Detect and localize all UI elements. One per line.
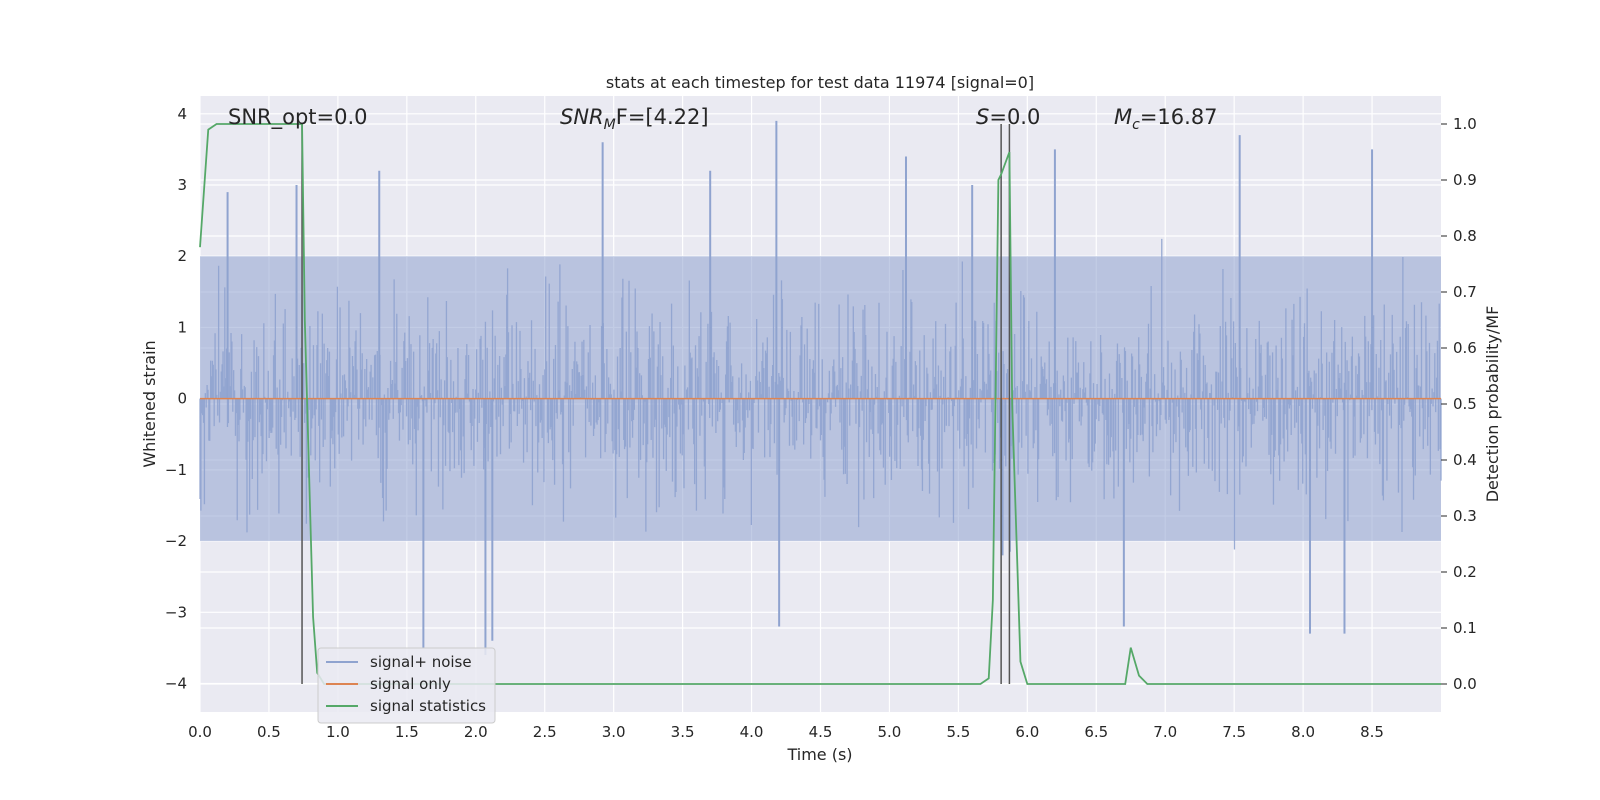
x-tick-labels: 0.0 0.5 1.0 1.5 2.0 2.5 3.0 3.5 4.0 4.5 5.0 5.5 6.0 6… xyxy=(188,723,1384,741)
legend-label-signal-statistics: signal statistics xyxy=(370,697,486,715)
legend-box xyxy=(317,647,496,724)
annotation-s-tail: =0.0 xyxy=(989,105,1040,129)
annotation-s: S=0.0 xyxy=(976,105,1040,129)
annotation-mc-sub: c xyxy=(1132,117,1140,133)
annotation-mc: Mc=16.87 xyxy=(1114,105,1218,133)
legend: signal+ noise signal only signal statist… xyxy=(317,647,496,724)
y-tick-label-3: 1 xyxy=(177,318,187,336)
x-tick-label-4: 2.0 xyxy=(464,723,488,741)
legend-label-signal-noise: signal+ noise xyxy=(370,653,472,671)
x-tick-label-12: 6.0 xyxy=(1015,723,1039,741)
x-tick-label-1: 0.5 xyxy=(257,723,281,741)
y-tick-label-7: −3 xyxy=(165,603,187,621)
y2-tick-label-0: 1.0 xyxy=(1453,115,1477,133)
annotation-snr-mf-main: SNR xyxy=(560,105,604,129)
y2-tick-label-7: 0.3 xyxy=(1453,507,1477,525)
y2-tick-label-5: 0.5 xyxy=(1453,395,1477,413)
y2-tick-label-10: 0.0 xyxy=(1453,675,1477,693)
x-tick-label-9: 4.5 xyxy=(809,723,833,741)
y2-tick-label-9: 0.1 xyxy=(1453,619,1477,637)
y-tick-label-1: 3 xyxy=(177,176,187,194)
annotation-mc-tail: =16.87 xyxy=(1140,105,1218,129)
y2-tick-label-3: 0.7 xyxy=(1453,283,1477,301)
x-tick-label-11: 5.5 xyxy=(946,723,970,741)
x-tick-label-14: 7.0 xyxy=(1153,723,1177,741)
x-tick-label-17: 8.5 xyxy=(1360,723,1384,741)
x-tick-label-8: 4.0 xyxy=(740,723,764,741)
x-tick-label-10: 5.0 xyxy=(878,723,902,741)
y-tick-label-8: −4 xyxy=(165,675,187,693)
annotation-s-main: S xyxy=(976,105,989,129)
annotation-snr-mf: SNRMF=[4.22] xyxy=(560,105,709,133)
y2-tick-label-2: 0.8 xyxy=(1453,227,1477,245)
annotation-mc-main: M xyxy=(1114,105,1132,129)
legend-label-signal-only: signal only xyxy=(370,675,451,693)
x-tick-label-3: 1.5 xyxy=(395,723,419,741)
y-tick-label-2: 2 xyxy=(177,247,187,265)
x-tick-label-2: 1.0 xyxy=(326,723,350,741)
annotation-snr-opt: SNR_opt=0.0 xyxy=(228,105,368,130)
y-tick-label-0: 4 xyxy=(177,105,187,123)
y-tick-label-6: −2 xyxy=(165,532,187,550)
y-tick-label-4: 0 xyxy=(177,390,187,408)
annotation-snr-mf-sub: M xyxy=(604,117,616,133)
x-tick-label-13: 6.5 xyxy=(1084,723,1108,741)
chart-title: stats at each timestep for test data 119… xyxy=(606,73,1034,92)
x-tick-label-15: 7.5 xyxy=(1222,723,1246,741)
x-tick-label-7: 3.5 xyxy=(671,723,695,741)
x-tick-label-6: 3.0 xyxy=(602,723,626,741)
y2-tick-labels: 1.0 0.9 0.8 0.7 0.6 0.5 0.4 0.3 0.2 0.1 0.0 xyxy=(1441,115,1477,693)
y2-tick-label-1: 0.9 xyxy=(1453,171,1477,189)
x-axis-label: Time (s) xyxy=(786,745,852,764)
y-axis-label: Whitened strain xyxy=(140,340,159,467)
x-tick-label-0: 0.0 xyxy=(188,723,212,741)
y2-tick-label-4: 0.6 xyxy=(1453,339,1477,357)
series-signal-statistics-line xyxy=(199,123,1441,685)
y-tick-labels: 4 3 2 1 0 −1 −2 −3 −4 xyxy=(165,105,187,693)
y2-tick-label-6: 0.4 xyxy=(1453,451,1477,469)
x-tick-label-16: 8.0 xyxy=(1291,723,1315,741)
y2-axis-label: Detection probability/MF xyxy=(1483,306,1502,503)
x-tick-label-5: 2.5 xyxy=(533,723,557,741)
y2-tick-label-8: 0.2 xyxy=(1453,563,1477,581)
y-tick-label-5: −1 xyxy=(165,461,187,479)
annotation-snr-mf-tail: F=[4.22] xyxy=(616,105,709,129)
